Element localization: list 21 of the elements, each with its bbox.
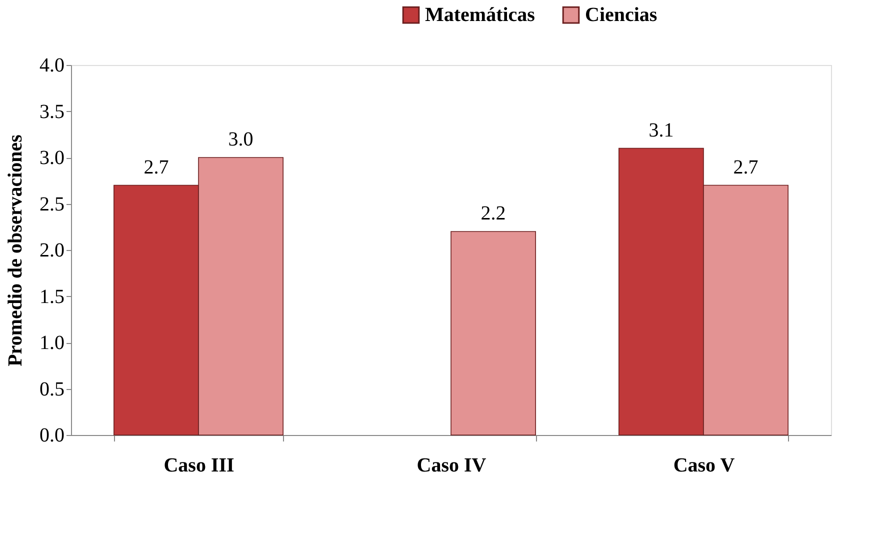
data-label: 2.7 (733, 156, 758, 178)
x-tick-label: Caso IV (416, 454, 487, 476)
data-label: 2.7 (144, 156, 169, 178)
data-label: 3.1 (648, 119, 674, 142)
y-tick-label: 0.0 (40, 424, 64, 446)
data-label: 2.2 (480, 202, 506, 224)
y-tick-label: 3.0 (40, 147, 64, 169)
legend-label: Matemáticas (425, 4, 536, 26)
legend-label: Ciencias (585, 4, 658, 26)
y-tick-label: 4.0 (40, 54, 64, 76)
data-label: 3.0 (228, 128, 254, 150)
y-tick-label: 1.5 (40, 286, 64, 308)
y-tick-label: 3.5 (40, 100, 64, 123)
y-axis-title: Promedio de observaciones (4, 134, 26, 366)
y-tick-label: 0.5 (40, 378, 64, 400)
x-tick-label: Caso V (673, 454, 736, 476)
y-tick-label: 1.0 (40, 332, 64, 354)
y-tick-label: 2.0 (40, 240, 64, 262)
bar (450, 231, 536, 436)
y-tick-label: 2.5 (40, 193, 64, 216)
x-tick-label: Caso III (164, 454, 235, 476)
